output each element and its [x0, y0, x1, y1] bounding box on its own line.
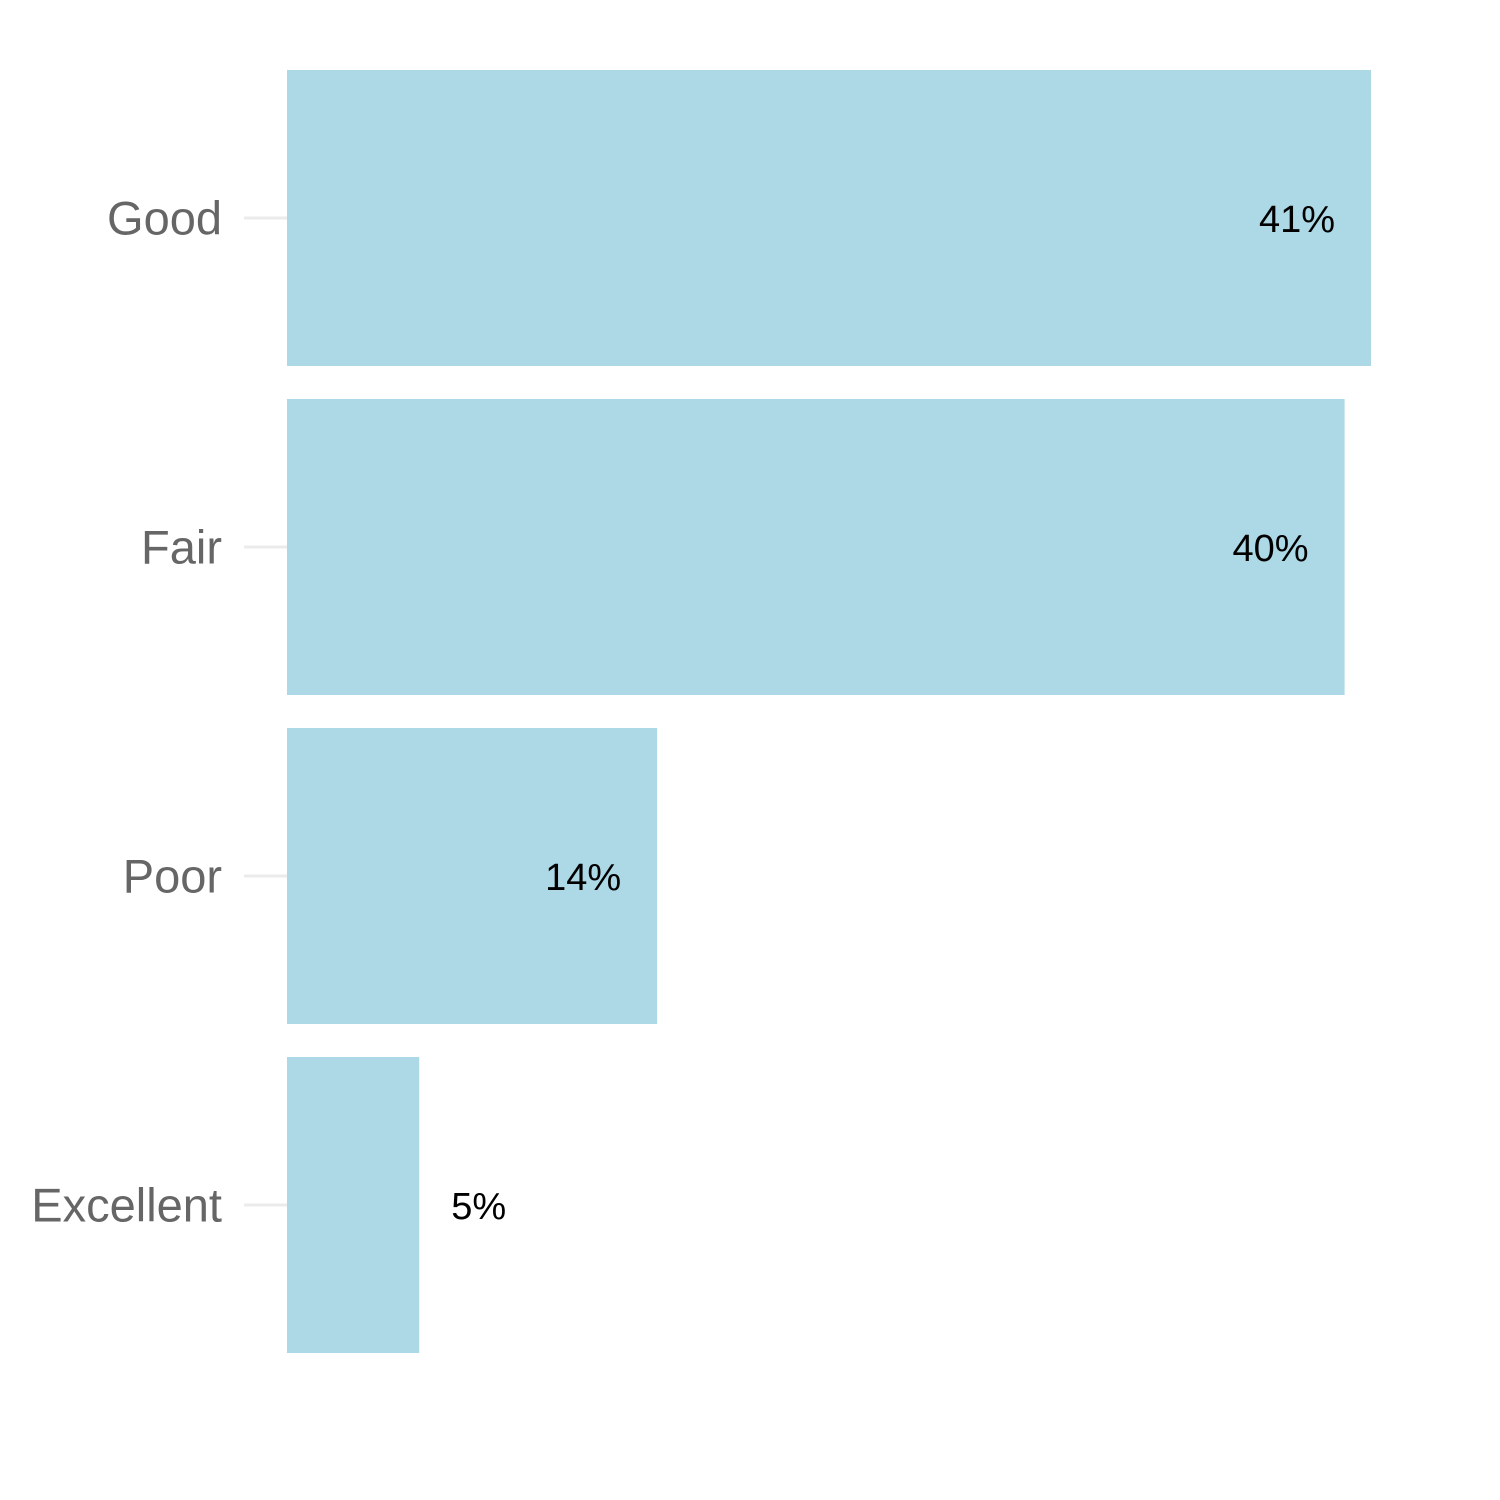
bar-good [287, 70, 1372, 366]
bar-excellent [287, 1057, 420, 1353]
y-tick-label-fair: Fair [141, 521, 222, 574]
y-axis-tick-labels: Good Fair Poor Excellent [31, 192, 222, 1232]
y-tick-label-good: Good [107, 192, 222, 245]
bars [287, 70, 1372, 1353]
bar-fair [287, 399, 1345, 695]
bar-poor [287, 728, 658, 1024]
data-label-excellent: 5% [451, 1186, 506, 1228]
y-tick-label-poor: Poor [123, 850, 222, 903]
data-label-poor: 14% [545, 857, 621, 899]
y-tick-label-excellent: Excellent [31, 1179, 222, 1232]
data-labels: 41% 40% 14% 5% [451, 199, 1335, 1228]
data-label-good: 41% [1259, 199, 1335, 241]
data-label-fair: 40% [1233, 528, 1309, 570]
y-axis-ticks [244, 216, 287, 1207]
